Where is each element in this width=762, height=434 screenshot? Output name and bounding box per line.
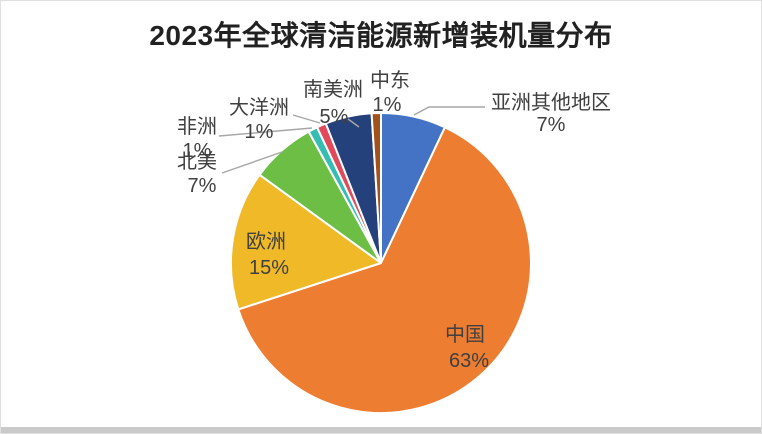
- slice-label-middle-east: 中东: [370, 69, 410, 92]
- slice-value-other-asia: 7%: [537, 114, 566, 136]
- slice-value-north-america: 7%: [188, 175, 217, 197]
- slice-value-china: 63%: [449, 350, 489, 372]
- pie-slice-middle-east: [370, 112, 382, 264]
- slice-value-oceania: 1%: [245, 121, 274, 143]
- pie-slice-europe: [229, 173, 382, 311]
- slice-label-africa: 非洲: [177, 115, 217, 138]
- slice-label-other-asia: 亚洲其他地区: [491, 91, 611, 114]
- slice-label-north-america: 北美: [177, 150, 217, 173]
- leader-line-oceania: [292, 114, 321, 124]
- chart-title: 2023年全球清洁能源新增装机量分布: [149, 20, 613, 51]
- slice-label-oceania: 大洋洲: [229, 96, 289, 119]
- slice-label-china: 中国: [445, 323, 485, 346]
- leader-line-north-america: [221, 151, 283, 174]
- slice-value-europe: 15%: [249, 257, 289, 279]
- leader-line-africa: [218, 127, 313, 137]
- slice-label-europe: 欧洲: [246, 230, 286, 253]
- leader-line-south-america: [347, 118, 360, 128]
- leader-line-other-asia: [413, 106, 485, 116]
- slice-value-africa: 1%: [183, 140, 212, 162]
- pie-slice-china: [237, 126, 532, 414]
- slice-value-south-america: 5%: [320, 106, 349, 128]
- slice-value-middle-east: 1%: [373, 94, 402, 116]
- slice-label-south-america: 南美洲: [303, 78, 363, 101]
- bottom-window-edge: [1, 427, 761, 433]
